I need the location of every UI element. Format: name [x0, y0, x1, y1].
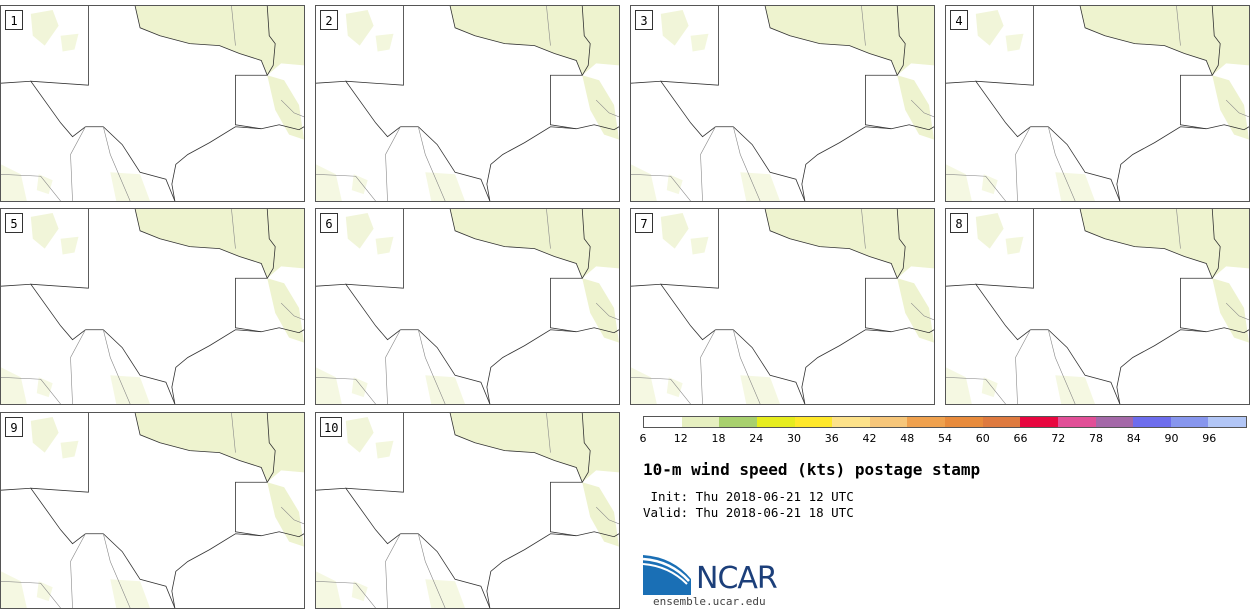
- ensemble-member-panel: 6: [315, 208, 620, 405]
- member-number-label: 2: [320, 10, 338, 30]
- colorbar-tick-label: 12: [673, 432, 688, 445]
- state-borders-map: [1, 209, 304, 404]
- colorbar-tick-label: 24: [749, 432, 764, 445]
- member-number-label: 3: [635, 10, 653, 30]
- state-borders-map: [946, 209, 1249, 404]
- member-number-label: 1: [5, 10, 23, 30]
- ensemble-member-panel: 3: [630, 5, 935, 202]
- colorbar-segment: [1133, 417, 1171, 427]
- colorbar-segment: [832, 417, 870, 427]
- member-number-label: 4: [950, 10, 968, 30]
- colorbar-segment: [1057, 417, 1096, 427]
- state-borders-map: [1, 413, 304, 608]
- colorbar-tick-label: 90: [1164, 432, 1179, 445]
- colorbar-ticks: 6 12 18 24 30 36 42 48 54 60 66 72 78 84 90 96: [639, 432, 1247, 446]
- colorbar: [643, 416, 1247, 428]
- colorbar-segment: [681, 417, 720, 427]
- colorbar-tick-label: 6: [639, 432, 647, 445]
- colorbar-tick-label: 66: [1013, 432, 1028, 445]
- colorbar-tick-label: 42: [862, 432, 877, 445]
- state-borders-map: [316, 413, 619, 608]
- member-number-label: 7: [635, 213, 653, 233]
- colorbar-segment: [1170, 417, 1209, 427]
- state-borders-map: [1, 6, 304, 201]
- colorbar-segment: [945, 417, 983, 427]
- colorbar-tick-label: 30: [787, 432, 801, 445]
- colorbar-tick-label: 18: [711, 432, 726, 445]
- state-borders-map: [316, 6, 619, 201]
- state-borders-map: [631, 209, 934, 404]
- ensemble-member-panel: 8: [945, 208, 1250, 405]
- colorbar-segment: [644, 417, 682, 427]
- ensemble-member-panel: 9: [0, 412, 305, 609]
- ensemble-member-panel: 4: [945, 5, 1250, 202]
- init-time: Init: Thu 2018-06-21 12 UTC: [643, 489, 854, 504]
- colorbar-segment: [719, 417, 757, 427]
- colorbar-segment: [1208, 417, 1246, 427]
- colorbar-tick-label: 60: [975, 432, 990, 445]
- ensemble-member-panel: 1: [0, 5, 305, 202]
- member-number-label: 10: [320, 417, 343, 437]
- member-number-label: 8: [950, 213, 968, 233]
- colorbar-segment: [794, 417, 833, 427]
- map-title: 10-m wind speed (kts) postage stamp: [643, 460, 981, 479]
- ensemble-member-panel: 5: [0, 208, 305, 405]
- state-borders-map: [631, 6, 934, 201]
- state-borders-map: [946, 6, 1249, 201]
- ensemble-member-panel: 7: [630, 208, 935, 405]
- ensemble-member-panel: 2: [315, 5, 620, 202]
- colorbar-tick-label: 54: [938, 432, 952, 445]
- colorbar-segment: [756, 417, 795, 427]
- colorbar-tick-label: 36: [824, 432, 839, 445]
- state-borders-map: [316, 209, 619, 404]
- member-number-label: 6: [320, 213, 338, 233]
- ncar-logo: NCAR: [642, 553, 803, 603]
- ncar-wordmark: NCAR: [696, 561, 778, 596]
- ncar-swoosh-icon: [642, 555, 691, 595]
- colorbar-tick-label: 48: [900, 432, 915, 445]
- colorbar-tick-label: 78: [1089, 432, 1103, 445]
- colorbar-segment: [982, 417, 1021, 427]
- ensemble-url[interactable]: ensemble.ucar.edu: [653, 595, 766, 608]
- valid-time: Valid: Thu 2018-06-21 18 UTC: [643, 505, 854, 520]
- colorbar-tick-label: 72: [1051, 432, 1066, 445]
- ensemble-member-panel: 10: [315, 412, 620, 609]
- time-info: Init: Thu 2018-06-21 12 UTC Valid: Thu 2…: [643, 489, 854, 521]
- colorbar-tick-label: 96: [1202, 432, 1217, 445]
- colorbar-segment: [1095, 417, 1134, 427]
- member-number-label: 5: [5, 213, 23, 233]
- colorbar-tick-label: 84: [1126, 432, 1141, 445]
- member-number-label: 9: [5, 417, 23, 437]
- colorbar-segment: [907, 417, 945, 427]
- colorbar-segment: [869, 417, 908, 427]
- colorbar-segment: [1020, 417, 1058, 427]
